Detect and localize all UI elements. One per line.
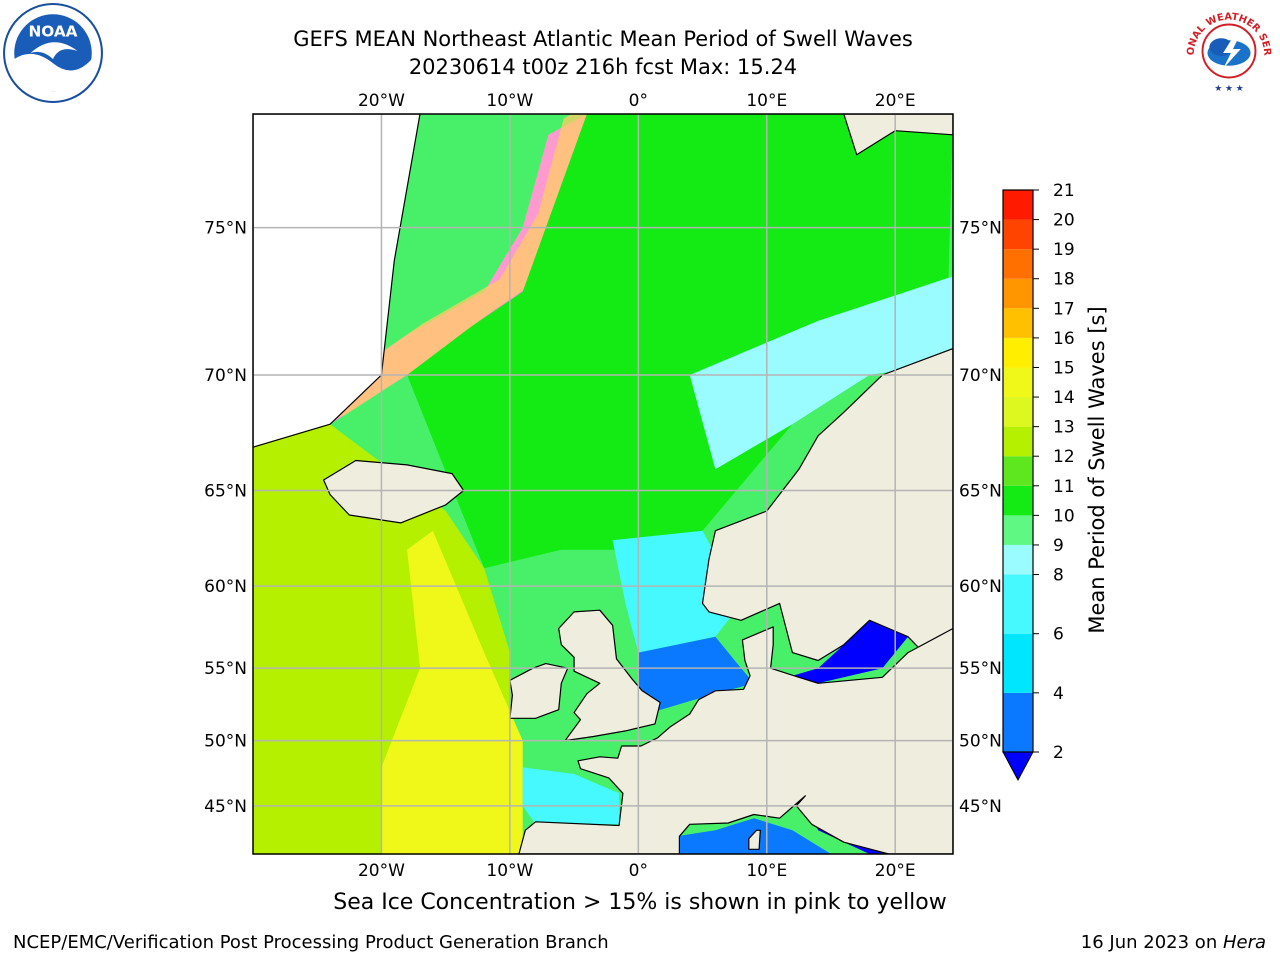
colorbar-tick-label: 19 — [1053, 240, 1075, 260]
lon-tick-label-top: 20°E — [875, 91, 916, 111]
credit-left: NCEP/EMC/Verification Post Processing Pr… — [13, 932, 609, 953]
colorbar-tick-label: 2 — [1053, 743, 1064, 763]
lat-tick-label-right: 75°N — [959, 219, 1002, 239]
colorbar-tick-label: 10 — [1053, 506, 1075, 526]
lon-tick-label-top: 0° — [629, 91, 648, 111]
lon-tick-label-bottom: 10°W — [486, 861, 533, 881]
field-bay-of-biscay — [522, 767, 620, 825]
credit-date: 16 Jun 2023 on — [1080, 932, 1223, 953]
lat-tick-label-left: 55°N — [204, 659, 247, 679]
colorbar-band — [1003, 397, 1033, 427]
lon-tick-label-top: 20°W — [358, 91, 405, 111]
lat-tick-label-left: 45°N — [204, 797, 247, 817]
colorbar-band — [1003, 426, 1033, 457]
lat-tick-label-right: 55°N — [959, 659, 1002, 679]
land-corsica — [748, 829, 761, 850]
colorbar-tick-label: 4 — [1053, 684, 1064, 704]
sea-ice-note: Sea Ice Concentration > 15% is shown in … — [333, 890, 947, 915]
colorbar-band — [1003, 367, 1033, 398]
credit-right: 16 Jun 2023 on Hera — [1081, 932, 1266, 953]
land-svalbard — [843, 114, 953, 156]
colorbar-band — [1003, 219, 1033, 250]
lon-tick-label-bottom: 0° — [629, 861, 648, 881]
colorbar-tick-label: 14 — [1053, 388, 1075, 408]
lat-tick-label-right: 70°N — [959, 366, 1002, 386]
colorbar-band — [1003, 515, 1033, 545]
lon-tick-label-bottom: 10°E — [746, 861, 787, 881]
colorbar-tick-label: 11 — [1053, 477, 1075, 497]
land-ireland — [509, 662, 569, 719]
colorbar-band — [1003, 692, 1033, 752]
lat-tick-label-left: 75°N — [204, 219, 247, 239]
colorbar-tick-label: 18 — [1053, 270, 1075, 290]
lat-tick-label-right: 60°N — [959, 577, 1002, 597]
lat-tick-label-left: 70°N — [204, 366, 247, 386]
field-atlantic-central-yellow — [381, 530, 523, 854]
colorbar-tick-label: 15 — [1053, 358, 1075, 378]
land-greenland — [253, 114, 421, 448]
credit-host: Hera — [1222, 932, 1266, 953]
lat-tick-label-right: 45°N — [959, 797, 1002, 817]
lat-tick-label-right: 50°N — [959, 732, 1002, 752]
graticule — [253, 114, 953, 854]
colorbar-tick-label: 9 — [1053, 536, 1064, 556]
colorbar-tick-label: 12 — [1053, 447, 1075, 467]
lat-tick-label-left: 50°N — [204, 732, 247, 752]
colorbar-tick-label: 20 — [1053, 211, 1075, 231]
lat-tick-label-left: 65°N — [204, 481, 247, 501]
lat-tick-label-right: 65°N — [959, 481, 1002, 501]
colorbar-under-arrow — [1002, 751, 1034, 782]
colorbar-tick-label: 8 — [1053, 566, 1064, 586]
colorbar-tick-label: 16 — [1053, 329, 1075, 349]
field-north-sea-blue — [638, 636, 754, 713]
colorbar-band — [1003, 544, 1033, 575]
colorbar-band — [1003, 456, 1033, 486]
chart-subtitle: 20230614 t00z 216h fcst Max: 15.24 — [408, 55, 798, 79]
nws-logo: NATIONAL WEATHER SERVICE ★ ★ ★ — [1180, 2, 1277, 99]
colorbar-band — [1003, 190, 1033, 220]
noaa-logo-text: NOAA — [28, 23, 77, 41]
colorbar-tick-label: 17 — [1053, 299, 1075, 319]
chart-title: GEFS MEAN Northeast Atlantic Mean Period… — [293, 27, 913, 51]
lon-tick-label-top: 10°E — [746, 91, 787, 111]
colorbar-band — [1003, 308, 1033, 338]
colorbar-band — [1003, 485, 1033, 516]
field-barents-cyan — [689, 276, 953, 470]
colorbar-label: Mean Period of Swell Waves [s] — [1085, 306, 1109, 634]
colorbar-band — [1003, 278, 1033, 309]
colorbar-band — [1003, 574, 1033, 634]
colorbar: 2 4 6 8 9 10 11 12 13 14 15 16 17 18 19 20 21 — [1002, 181, 1075, 782]
colorbar-tick-label: 6 — [1053, 625, 1064, 645]
lat-tick-label-left: 60°N — [204, 577, 247, 597]
noaa-logo: NOAA — [3, 3, 103, 103]
lon-tick-label-top: 10°W — [486, 91, 533, 111]
colorbar-band — [1003, 633, 1033, 693]
colorbar-band — [1003, 249, 1033, 279]
colorbar-band — [1003, 337, 1033, 368]
lon-tick-label-bottom: 20°E — [875, 861, 916, 881]
colorbar-tick-label: 13 — [1053, 418, 1075, 438]
axis-tick-labels: 20°W 20°W 10°W 10°W 0° 0° 10°E 10°E 20°E 20°E 45°N… — [204, 91, 1002, 881]
lon-tick-label-bottom: 20°W — [358, 861, 405, 881]
svg-text:★ ★ ★: ★ ★ ★ — [1214, 84, 1243, 94]
land-great-britain — [558, 609, 661, 742]
colorbar-tick-label: 21 — [1053, 181, 1075, 201]
map-frame — [252, 113, 954, 855]
colorbar-frame — [1002, 189, 1034, 753]
